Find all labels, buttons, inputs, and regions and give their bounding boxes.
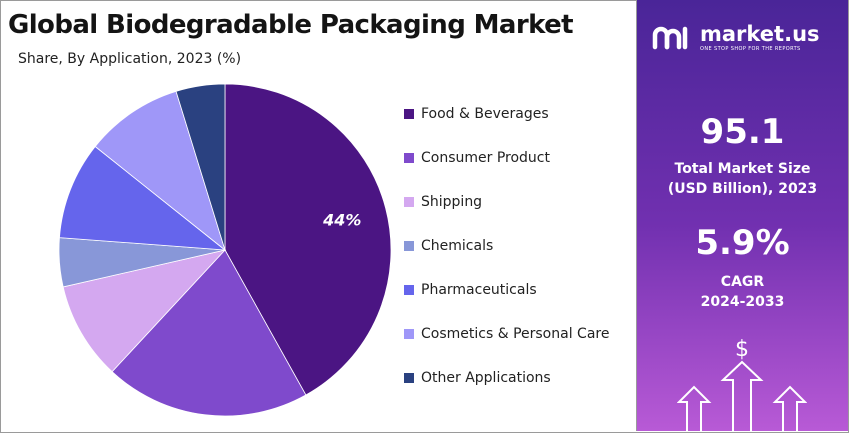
pie-data-label: 44% [322, 211, 361, 230]
legend-label: Pharmaceuticals [421, 282, 537, 298]
legend-item: Consumer Product [404, 136, 609, 180]
chart-subtitle: Share, By Application, 2023 (%) [18, 51, 242, 67]
cagr-label-2: 2024-2033 [700, 294, 785, 310]
legend-label: Cosmetics & Personal Care [421, 326, 610, 342]
market-size-label-1: Total Market Size [674, 161, 811, 177]
legend-swatch [404, 153, 414, 163]
stats-panel: market.us ONE STOP SHOP FOR THE REPORTS … [636, 0, 848, 431]
legend-swatch [404, 285, 414, 295]
svg-text:$: $ [735, 337, 749, 362]
chart-title: Global Biodegradable Packaging Market [8, 10, 574, 40]
cagr-value: 5.9% [695, 223, 790, 263]
brand-tagline: ONE STOP SHOP FOR THE REPORTS [700, 46, 801, 52]
pie-chart: 44% [58, 83, 392, 417]
legend-swatch [404, 241, 414, 251]
pie-slice-consumer-product [111, 249, 307, 417]
legend-label: Consumer Product [421, 150, 550, 166]
legend-item: Other Applications [404, 356, 609, 400]
market-size-value: 95.1 [700, 112, 785, 152]
legend-label: Chemicals [421, 238, 494, 254]
legend-label: Shipping [421, 194, 483, 210]
pie-slice-cosmetics-personal-care [94, 90, 226, 252]
legend-swatch [404, 373, 414, 383]
dollar-growth-arrows-icon: $ [677, 337, 807, 431]
cagr-label-1: CAGR [720, 274, 765, 290]
pie-slice-food-beverages [224, 83, 392, 396]
legend-label: Other Applications [421, 370, 551, 386]
pie-slice-other-applications [175, 83, 226, 251]
brand-name: market.us [700, 22, 820, 46]
legend-item: Cosmetics & Personal Care [404, 312, 609, 356]
chart-legend: Food & Beverages Consumer Product Shippi… [404, 92, 609, 400]
pie-slice-shipping [62, 249, 227, 373]
legend-item: Pharmaceuticals [404, 268, 609, 312]
pie-slice-pharmaceuticals [59, 145, 227, 251]
legend-swatch [404, 197, 414, 207]
legend-item: Food & Beverages [404, 92, 609, 136]
legend-item: Chemicals [404, 224, 609, 268]
market-us-logo-icon [652, 26, 688, 50]
market-size-label-2: (USD Billion), 2023 [667, 181, 818, 197]
legend-label: Food & Beverages [421, 106, 549, 122]
legend-swatch [404, 329, 414, 339]
legend-swatch [404, 109, 414, 119]
legend-item: Shipping [404, 180, 609, 224]
brand-logo: market.us ONE STOP SHOP FOR THE REPORTS [651, 24, 820, 52]
